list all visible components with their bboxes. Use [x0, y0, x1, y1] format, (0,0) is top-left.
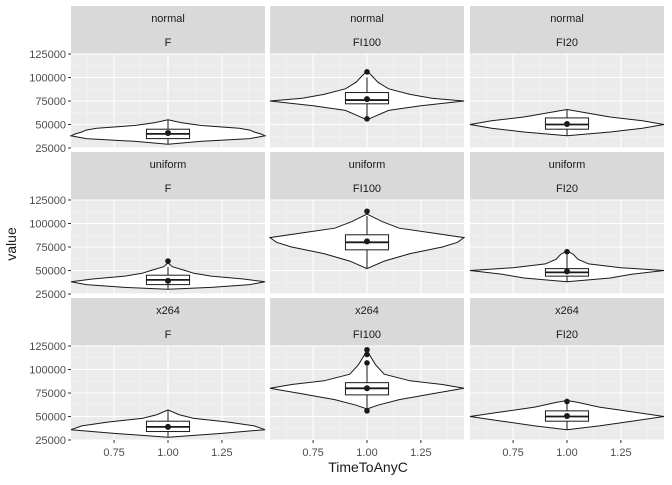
facet-panel-x264-F: x264 F 25000 50000 75000 100000 125000 0.75 1.00…	[29, 298, 266, 459]
violin-shape	[70, 409, 266, 438]
x-axis-title: TimeToAnyC	[328, 459, 408, 475]
strip-row-label: x264	[156, 305, 180, 317]
x-tick-label: 1.25	[410, 447, 431, 459]
strip-row-bg	[270, 6, 464, 30]
strip-row-bg	[71, 6, 265, 30]
y-axis-title: value	[3, 227, 19, 261]
strip-col-bg	[270, 322, 464, 346]
strip-col-label: FI20	[556, 183, 578, 195]
y-tick-label: 75000	[35, 96, 66, 108]
strip-row-label: x264	[355, 305, 379, 317]
strip-row-bg	[470, 298, 664, 322]
mean-point	[165, 277, 171, 284]
x-tick-label: 0.75	[103, 447, 124, 459]
outlier-point	[364, 346, 370, 353]
x-tick-label: 1.00	[157, 447, 178, 459]
y-tick-label: 125000	[29, 341, 66, 353]
strip-row-label: normal	[550, 13, 584, 25]
mean-point	[564, 121, 570, 128]
outlier-point	[364, 360, 370, 366]
y-tick-label: 50000	[35, 266, 66, 278]
mean-point	[165, 423, 171, 430]
y-tick-label: 125000	[29, 49, 66, 61]
strip-row-bg	[270, 152, 464, 176]
strip-col-bg	[270, 176, 464, 200]
strip-row-label: normal	[151, 13, 185, 25]
strip-col-bg	[71, 30, 265, 54]
facet-panel-x264-FI100: x264 FI100 0.75 1.00 1.25	[269, 298, 465, 459]
outlier-point	[564, 248, 570, 255]
mean-point	[364, 385, 370, 392]
mean-point	[364, 238, 370, 245]
strip-col-label: FI20	[556, 329, 578, 341]
mean-point	[165, 129, 171, 136]
x-tick-label: 1.00	[556, 447, 577, 459]
strip-row-label: x264	[555, 305, 579, 317]
y-tick-label: 75000	[35, 242, 66, 254]
y-tick-label: 50000	[35, 120, 66, 132]
strip-col-bg	[71, 322, 265, 346]
y-tick-label: 125000	[29, 195, 66, 207]
mean-point	[364, 96, 370, 103]
x-tick-label: 1.25	[211, 447, 232, 459]
x-tick-label: 1.00	[356, 447, 377, 459]
strip-col-label: F	[165, 183, 172, 195]
strip-col-label: FI100	[353, 37, 381, 49]
outlier-point	[165, 258, 171, 264]
strip-col-bg	[71, 176, 265, 200]
y-tick-label: 50000	[35, 412, 66, 424]
outlier-point	[564, 398, 570, 405]
x-tick-label: 0.75	[502, 447, 523, 459]
x-tick-label: 0.75	[302, 447, 323, 459]
y-tick-label: 25000	[35, 143, 66, 155]
facet-panel-uniform-FI100: uniform FI100	[268, 152, 466, 295]
strip-row-label: uniform	[349, 159, 386, 171]
outlier-point	[364, 208, 370, 215]
outlier-point	[364, 116, 370, 122]
strip-col-label: F	[165, 329, 172, 341]
outlier-point	[364, 408, 370, 414]
strip-col-label: F	[165, 37, 172, 49]
strip-row-bg	[71, 298, 265, 322]
y-tick-label: 100000	[29, 73, 66, 85]
strip-col-label: FI100	[353, 329, 381, 341]
facet-panel-uniform-FI20: uniform FI20	[469, 152, 665, 295]
outlier-point	[364, 69, 370, 75]
strip-col-bg	[470, 30, 664, 54]
strip-row-label: normal	[350, 13, 384, 25]
facet-panel-normal-FI20: normal FI20	[469, 6, 665, 149]
facet-panel-uniform-F: uniform F 25000 50000 75000 100000 125000	[29, 152, 266, 301]
facet-panel-x264-FI20: x264 FI20 0.75 1.00 1.25	[469, 298, 665, 459]
y-tick-label: 100000	[29, 365, 66, 377]
outlier-point	[364, 351, 370, 358]
facet-panel-normal-FI100: normal FI100	[269, 6, 465, 149]
y-tick-label: 75000	[35, 388, 66, 400]
strip-row-label: uniform	[150, 159, 187, 171]
x-tick-label: 1.25	[610, 447, 631, 459]
y-tick-label: 100000	[29, 219, 66, 231]
strip-row-label: uniform	[549, 159, 586, 171]
facet-panel-normal-F: normal F 25000 50000 75000 100000 125000	[29, 6, 267, 155]
y-tick-label: 25000	[35, 435, 66, 447]
strip-col-bg	[470, 176, 664, 200]
mean-point	[564, 413, 570, 420]
strip-col-bg	[270, 30, 464, 54]
strip-row-bg	[71, 152, 265, 176]
strip-row-bg	[470, 6, 664, 30]
strip-col-label: FI20	[556, 37, 578, 49]
strip-row-bg	[470, 152, 664, 176]
mean-point	[564, 268, 570, 275]
strip-col-label: FI100	[353, 183, 381, 195]
y-tick-label: 25000	[35, 289, 66, 301]
strip-col-bg	[470, 322, 664, 346]
strip-row-bg	[270, 298, 464, 322]
